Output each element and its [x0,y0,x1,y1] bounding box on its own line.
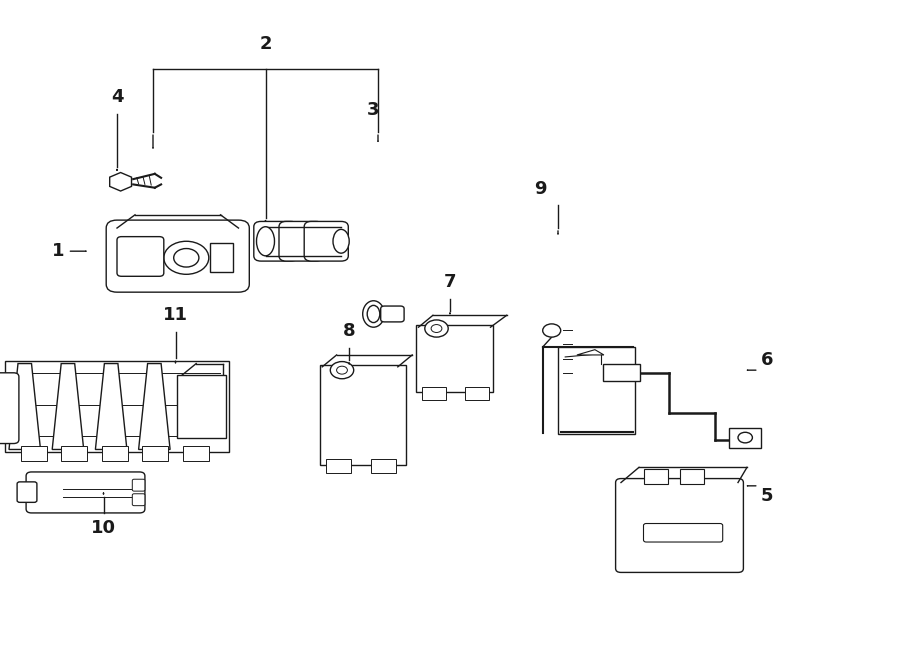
Ellipse shape [367,305,380,323]
Ellipse shape [256,227,274,256]
FancyBboxPatch shape [21,446,47,461]
Text: 1: 1 [52,242,65,260]
Polygon shape [9,364,40,449]
Text: 4: 4 [111,88,123,106]
Circle shape [431,325,442,332]
FancyBboxPatch shape [210,243,233,272]
FancyBboxPatch shape [177,375,226,438]
Ellipse shape [363,301,384,327]
FancyBboxPatch shape [465,387,489,400]
FancyBboxPatch shape [142,446,168,461]
FancyBboxPatch shape [381,306,404,322]
FancyBboxPatch shape [326,459,351,473]
Circle shape [164,241,209,274]
FancyBboxPatch shape [603,364,640,381]
FancyBboxPatch shape [320,365,406,465]
Text: 2: 2 [259,35,272,53]
Polygon shape [139,364,170,449]
FancyBboxPatch shape [132,494,145,506]
FancyBboxPatch shape [102,446,128,461]
Text: 6: 6 [760,351,773,369]
Polygon shape [577,350,604,355]
FancyBboxPatch shape [422,387,446,400]
Polygon shape [95,364,127,449]
FancyBboxPatch shape [558,347,635,434]
FancyBboxPatch shape [279,221,323,261]
Circle shape [174,249,199,267]
Polygon shape [110,173,131,191]
FancyBboxPatch shape [106,220,249,292]
Polygon shape [52,364,84,449]
Circle shape [330,362,354,379]
Ellipse shape [333,229,349,253]
FancyBboxPatch shape [26,472,145,513]
Text: 11: 11 [163,306,188,324]
Circle shape [425,320,448,337]
FancyBboxPatch shape [61,446,87,461]
FancyBboxPatch shape [371,459,396,473]
FancyBboxPatch shape [117,237,164,276]
Text: 10: 10 [91,519,116,537]
Text: 7: 7 [444,273,456,291]
FancyBboxPatch shape [644,524,723,542]
FancyBboxPatch shape [729,428,761,448]
Circle shape [543,324,561,337]
Text: 3: 3 [367,101,380,119]
FancyBboxPatch shape [254,221,298,261]
FancyBboxPatch shape [416,325,493,392]
FancyBboxPatch shape [5,361,229,452]
FancyBboxPatch shape [0,373,19,444]
Text: 9: 9 [534,180,546,198]
FancyBboxPatch shape [644,469,668,484]
FancyBboxPatch shape [17,482,37,502]
Circle shape [337,366,347,374]
Text: 8: 8 [343,323,356,340]
FancyBboxPatch shape [304,221,348,261]
FancyBboxPatch shape [616,479,743,572]
Text: 5: 5 [760,486,773,505]
FancyBboxPatch shape [132,479,145,491]
FancyBboxPatch shape [680,469,704,484]
FancyBboxPatch shape [183,446,209,461]
Circle shape [738,432,752,443]
